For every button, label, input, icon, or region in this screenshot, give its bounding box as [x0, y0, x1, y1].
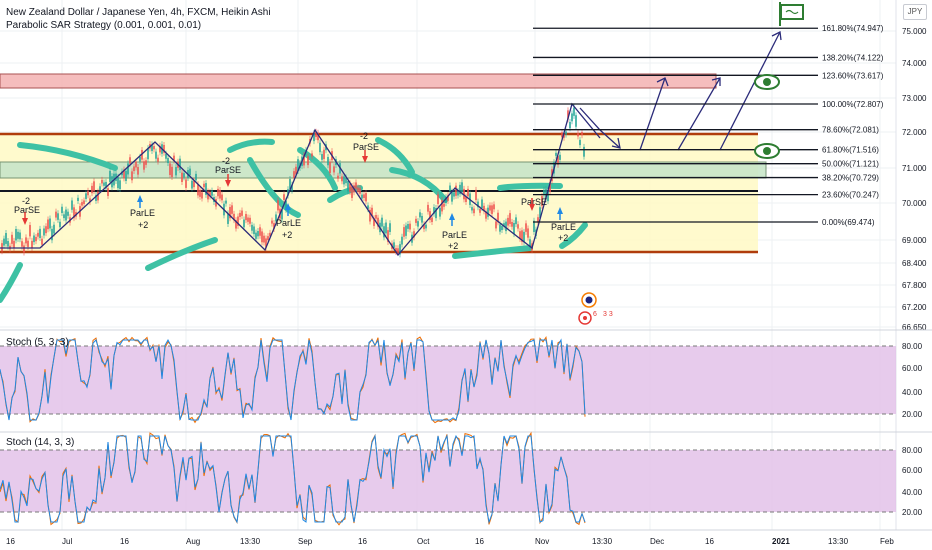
signal-label: ParLE	[551, 222, 576, 232]
event-count-b: 3 3	[603, 311, 613, 318]
signal-label: ParLE	[130, 208, 155, 218]
eye-icon	[755, 144, 779, 158]
fib-level-label: 23.60%(70.247)	[822, 191, 879, 200]
fib-level-label: 123.60%(73.617)	[822, 71, 884, 80]
time-axis-label: Aug	[186, 537, 200, 546]
time-axis-label: Oct	[417, 537, 430, 546]
price-axis-label: 68.400	[902, 259, 927, 268]
stoch2-axis-label: 40.00	[902, 488, 923, 497]
price-axis-label: 73.000	[902, 94, 927, 103]
price-axis-label: 75.000	[902, 27, 927, 36]
signal-label: ParSE	[353, 142, 379, 152]
stoch1-axis-label: 80.00	[902, 342, 923, 351]
signal-label: -2	[360, 131, 368, 141]
fib-level-label: 138.20%(74.122)	[822, 53, 884, 62]
price-axis-label: 70.000	[902, 199, 927, 208]
stoch2-axis-label: 80.00	[902, 446, 923, 455]
stoch2-axis-label: 60.00	[902, 466, 923, 475]
signal-label: +2	[558, 233, 568, 243]
signal-label: ParLE	[442, 230, 467, 240]
signal-label: +2	[282, 230, 292, 240]
fib-level-label: 78.60%(72.081)	[822, 126, 879, 135]
stoch2-label[interactable]: Stoch (14, 3, 3)	[6, 437, 74, 448]
price-axis-label: 66.650	[902, 323, 927, 332]
fib-level-label: 100.00%(72.807)	[822, 100, 884, 109]
stoch1-axis-label: 20.00	[902, 410, 923, 419]
time-axis-label: 16	[475, 537, 484, 546]
resistance-zone	[0, 74, 716, 88]
event-count-a: 6	[593, 311, 597, 318]
signal-label: +2	[448, 241, 458, 251]
price-axis-label: 72.000	[902, 128, 927, 137]
time-axis-label: 13:30	[592, 537, 613, 546]
fib-level-label: 50.00%(71.121)	[822, 160, 879, 169]
stoch1-band	[0, 346, 896, 414]
stoch1-label[interactable]: Stoch (5, 3, 3)	[6, 337, 69, 348]
price-axis-label: 71.000	[902, 164, 927, 173]
signal-label: +2	[138, 220, 148, 230]
fib-level-label: 61.80%(71.516)	[822, 146, 879, 155]
time-axis-label: 16	[6, 537, 15, 546]
fib-level-label: 38.20%(70.729)	[822, 174, 879, 183]
time-axis-label: Nov	[535, 537, 549, 546]
time-axis-label: 13:30	[240, 537, 261, 546]
time-axis-label: Sep	[298, 537, 313, 546]
symbol-title[interactable]: New Zealand Dollar / Japanese Yen, 4h, F…	[6, 6, 271, 19]
price-axis-label: 67.200	[902, 303, 927, 312]
currency-button[interactable]: JPY	[903, 4, 927, 20]
signal-label: ParSE	[14, 205, 40, 215]
strategy-label[interactable]: Parabolic SAR Strategy (0.001, 0.001, 0.…	[6, 19, 271, 32]
stoch2-axis-label: 20.00	[902, 508, 923, 517]
time-axis-label: 2021	[772, 537, 790, 546]
fib-level-label: 161.80%(74.947)	[822, 24, 884, 33]
chart-header: New Zealand Dollar / Japanese Yen, 4h, F…	[6, 6, 271, 32]
events-icons[interactable]: 6 3 3	[579, 293, 613, 324]
time-axis-label: Dec	[650, 537, 664, 546]
time-axis-label: 13:30	[828, 537, 849, 546]
time-axis-label: 16	[120, 537, 129, 546]
price-axis-label: 67.800	[902, 281, 927, 290]
price-axis-label: 69.000	[902, 236, 927, 245]
price-axis-label: 74.000	[902, 59, 927, 68]
eye-icon	[755, 75, 779, 89]
signal-label: ParLE	[276, 218, 301, 228]
time-axis-label: 16	[705, 537, 714, 546]
fib-level-label: 0.00%(69.474)	[822, 218, 875, 227]
stoch1-axis-label: 40.00	[902, 388, 923, 397]
signal-label: ParSE	[215, 165, 241, 175]
time-axis-label: Jul	[62, 537, 72, 546]
time-axis-label: 16	[358, 537, 367, 546]
stoch2-band	[0, 450, 896, 512]
flag-icon	[780, 2, 803, 26]
time-axis-label: Feb	[880, 537, 894, 546]
stoch1-axis-label: 60.00	[902, 364, 923, 373]
